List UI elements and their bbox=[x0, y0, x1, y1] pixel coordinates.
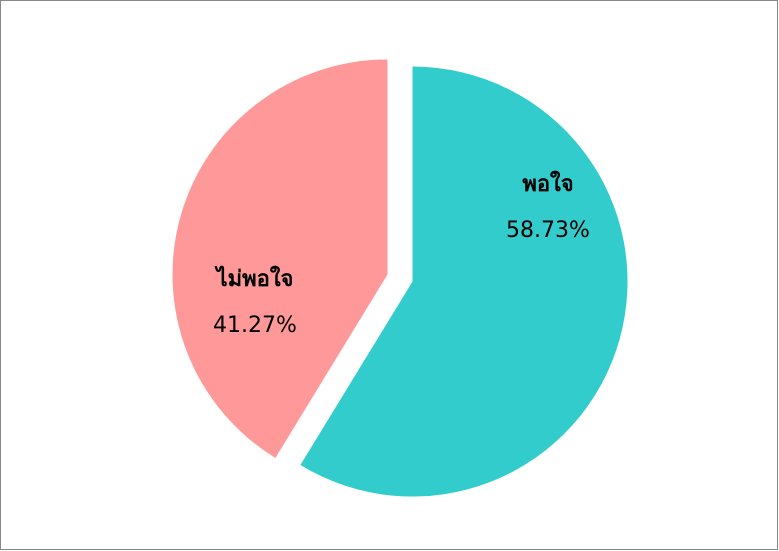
slice-name: พอใจ bbox=[522, 170, 573, 197]
slice-name: ไม่พอใจ bbox=[215, 265, 294, 292]
pie-slice bbox=[172, 59, 388, 458]
pie-slice bbox=[300, 66, 628, 497]
slice-value-label: 41.27% bbox=[213, 313, 297, 338]
slice-value-label: 58.73% bbox=[506, 218, 590, 243]
